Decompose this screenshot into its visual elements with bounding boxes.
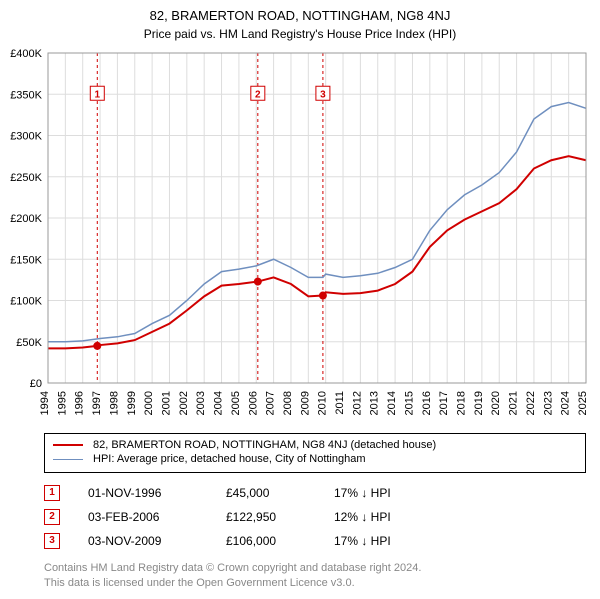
marker-row: 1 01-NOV-1996 £45,000 17% ↓ HPI bbox=[44, 481, 586, 505]
price-chart-svg: £0 £50K £100K £150K £200K £250K £300K £350K £400… bbox=[0, 47, 600, 427]
marker-badge: 1 bbox=[44, 485, 60, 501]
legend-label: HPI: Average price, detached house, City… bbox=[93, 453, 366, 465]
svg-text:2016: 2016 bbox=[421, 391, 433, 415]
marker-date: 03-NOV-2009 bbox=[88, 534, 198, 548]
legend-swatch bbox=[53, 459, 83, 460]
svg-text:2023: 2023 bbox=[542, 391, 554, 415]
svg-text:£400K: £400K bbox=[10, 48, 42, 60]
marker-table: 1 01-NOV-1996 £45,000 17% ↓ HPI 2 03-FEB-2006… bbox=[44, 481, 586, 553]
svg-text:£0: £0 bbox=[30, 378, 42, 390]
svg-text:2002: 2002 bbox=[178, 391, 190, 415]
svg-text:2005: 2005 bbox=[230, 391, 242, 415]
svg-text:1998: 1998 bbox=[108, 391, 120, 415]
marker-price: £106,000 bbox=[226, 534, 306, 548]
marker-pct: 17% ↓ HPI bbox=[334, 534, 424, 548]
legend-row: 82, BRAMERTON ROAD, NOTTINGHAM, NG8 4NJ … bbox=[53, 438, 577, 452]
marker-pct: 17% ↓ HPI bbox=[334, 486, 424, 500]
chart-area: £0 £50K £100K £150K £200K £250K £300K £350K £400… bbox=[0, 47, 600, 427]
svg-text:2018: 2018 bbox=[456, 391, 468, 415]
svg-text:1999: 1999 bbox=[126, 391, 138, 415]
svg-text:2011: 2011 bbox=[334, 391, 346, 415]
marker-row: 2 03-FEB-2006 £122,950 12% ↓ HPI bbox=[44, 505, 586, 529]
svg-text:2006: 2006 bbox=[247, 391, 259, 415]
svg-text:2019: 2019 bbox=[473, 391, 485, 415]
svg-text:2022: 2022 bbox=[525, 391, 537, 415]
legend: 82, BRAMERTON ROAD, NOTTINGHAM, NG8 4NJ … bbox=[44, 433, 586, 473]
svg-text:2015: 2015 bbox=[403, 391, 415, 415]
marker-price: £45,000 bbox=[226, 486, 306, 500]
svg-text:£300K: £300K bbox=[10, 131, 42, 143]
svg-text:2020: 2020 bbox=[490, 391, 502, 415]
svg-text:£50K: £50K bbox=[16, 337, 42, 349]
legend-row: HPI: Average price, detached house, City… bbox=[53, 452, 577, 466]
svg-text:1995: 1995 bbox=[56, 391, 68, 415]
svg-text:2024: 2024 bbox=[560, 391, 572, 415]
marker-pct: 12% ↓ HPI bbox=[334, 510, 424, 524]
svg-text:£350K: £350K bbox=[10, 89, 42, 101]
marker-date: 03-FEB-2006 bbox=[88, 510, 198, 524]
marker-row: 3 03-NOV-2009 £106,000 17% ↓ HPI bbox=[44, 529, 586, 553]
legend-label: 82, BRAMERTON ROAD, NOTTINGHAM, NG8 4NJ … bbox=[93, 439, 436, 451]
legend-swatch bbox=[53, 444, 83, 446]
svg-text:£200K: £200K bbox=[10, 213, 42, 225]
svg-text:2009: 2009 bbox=[299, 391, 311, 415]
svg-text:2012: 2012 bbox=[351, 391, 363, 415]
marker-badge: 2 bbox=[44, 509, 60, 525]
svg-text:2: 2 bbox=[255, 89, 261, 100]
footer-line-1: Contains HM Land Registry data © Crown c… bbox=[44, 561, 586, 576]
svg-text:2021: 2021 bbox=[508, 391, 520, 415]
footer-note: Contains HM Land Registry data © Crown c… bbox=[44, 561, 586, 591]
svg-text:2001: 2001 bbox=[160, 391, 172, 415]
svg-text:2017: 2017 bbox=[438, 391, 450, 415]
svg-text:2010: 2010 bbox=[317, 391, 329, 415]
svg-text:£100K: £100K bbox=[10, 296, 42, 308]
footer-line-2: This data is licensed under the Open Gov… bbox=[44, 576, 586, 591]
svg-text:2004: 2004 bbox=[213, 391, 225, 415]
svg-text:2014: 2014 bbox=[386, 391, 398, 415]
svg-text:1994: 1994 bbox=[39, 391, 51, 415]
svg-text:£250K: £250K bbox=[10, 172, 42, 184]
svg-text:£150K: £150K bbox=[10, 254, 42, 266]
chart-subtitle: Price paid vs. HM Land Registry's House … bbox=[0, 23, 600, 47]
marker-price: £122,950 bbox=[226, 510, 306, 524]
svg-text:2013: 2013 bbox=[369, 391, 381, 415]
svg-text:2003: 2003 bbox=[195, 391, 207, 415]
svg-text:1996: 1996 bbox=[74, 391, 86, 415]
svg-text:3: 3 bbox=[320, 89, 326, 100]
svg-text:1: 1 bbox=[95, 89, 101, 100]
svg-text:1997: 1997 bbox=[91, 391, 103, 415]
svg-text:2000: 2000 bbox=[143, 391, 155, 415]
svg-text:2007: 2007 bbox=[265, 391, 277, 415]
svg-text:2008: 2008 bbox=[282, 391, 294, 415]
marker-date: 01-NOV-1996 bbox=[88, 486, 198, 500]
marker-badge: 3 bbox=[44, 533, 60, 549]
chart-title: 82, BRAMERTON ROAD, NOTTINGHAM, NG8 4NJ bbox=[0, 0, 600, 23]
svg-text:2025: 2025 bbox=[577, 391, 589, 415]
